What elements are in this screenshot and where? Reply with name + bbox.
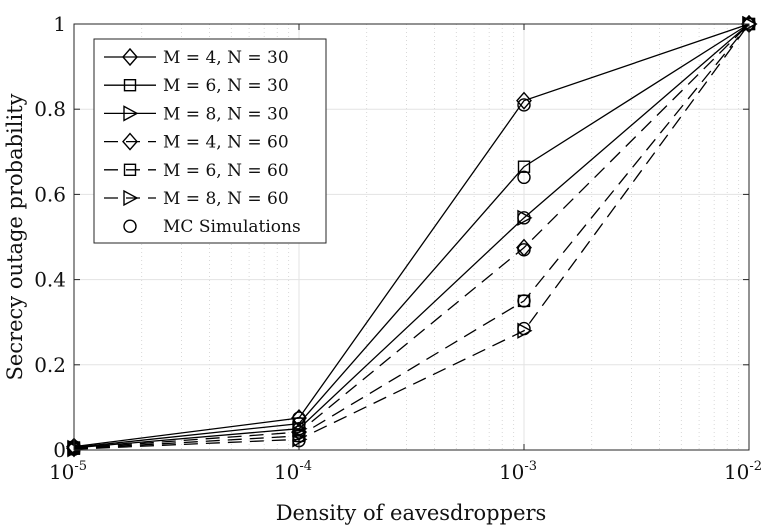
legend-label: M = 4, N = 60 [163,133,289,153]
y-tick-label: 0.8 [34,97,66,121]
series-line-6 [73,23,750,450]
x-tick-base: 10 [499,460,524,484]
axis-ticks [73,23,750,451]
x-tick-base: 10 [49,460,74,484]
legend-marker [122,47,138,67]
x-tick-label: 10-4 [274,459,312,484]
y-tick-label: 1 [53,12,66,36]
legend-marker [122,132,138,151]
y-tick-label: 0.2 [34,353,66,377]
x-tick-exponent: -5 [74,459,87,474]
plot-frame [73,23,750,451]
y-tick-labels: 0 0.2 0.4 0.6 0.8 1 [34,12,66,462]
series-marker-1 [516,91,532,110]
legend-marker [123,105,139,122]
x-tick-exponent: -2 [749,459,762,474]
series-line-2 [73,23,750,449]
legend-label: MC Simulations [163,217,301,237]
simulation-marker [292,429,306,443]
simulation-marker [517,211,531,225]
legend-label: M = 4, N = 30 [163,48,289,68]
y-tick-label: 0.6 [34,182,66,206]
legend-marker [123,78,137,92]
simulation-marker [292,411,306,425]
x-tick-label: 10-2 [724,459,762,484]
legend-marker [123,219,137,233]
simulation-marker [517,98,531,112]
series-lines [73,23,750,450]
x-tick-base: 10 [274,460,299,484]
simulation-marker [292,425,306,439]
legend-label: M = 6, N = 60 [163,161,289,181]
simulation-marker [517,170,531,185]
y-tick-label: 0.4 [34,268,66,292]
simulation-marker [517,321,531,336]
series-marker-2 [517,160,531,173]
simulation-marker [517,294,531,308]
series-line-5 [73,23,750,450]
legend-label: M = 8, N = 30 [163,104,289,124]
simulation-marker [517,243,531,257]
series-line-4 [73,23,750,449]
x-axis-label: Density of eavesdroppers [276,501,547,525]
x-tick-exponent: -3 [524,459,537,474]
legend-label: M = 8, N = 60 [163,189,289,209]
x-tick-labels: 10-5 10-4 10-3 10-2 [49,459,762,484]
legend-label: M = 6, N = 30 [163,76,289,96]
x-tick-exponent: -4 [299,459,312,474]
y-tick-label: 0 [53,438,66,462]
legend-marker [123,189,139,207]
series-line-3 [73,23,750,449]
legend: M = 4, N = 30 M = 6, N = 30 M = 8, N = 30 M… [93,38,327,244]
y-axis-label: Secrecy outage probability [3,93,27,380]
x-tick-label: 10-3 [499,459,537,484]
x-tick-label: 10-5 [49,459,87,484]
legend-marker [123,163,137,177]
x-tick-base: 10 [724,460,749,484]
series-line-1 [73,23,750,448]
